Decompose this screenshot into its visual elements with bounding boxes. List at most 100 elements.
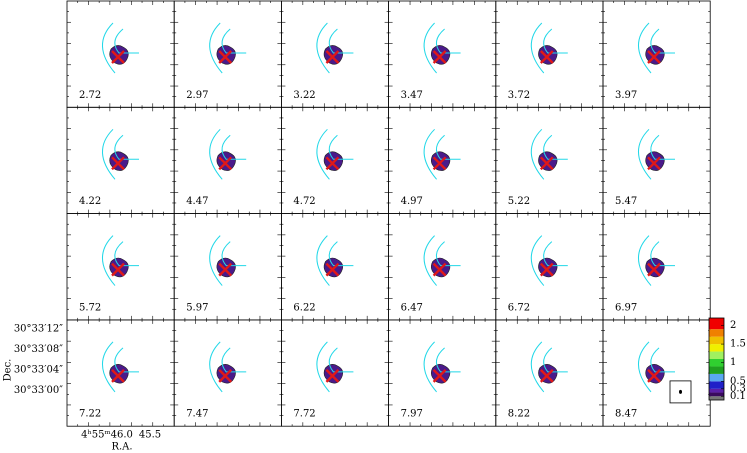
outflow-arc (114, 28, 139, 54)
beam-box (669, 380, 692, 404)
velocity-label: 5.72 (79, 302, 101, 313)
outflow-arc (435, 134, 461, 160)
outflow-arc (328, 241, 354, 267)
panel: 6.22 (280, 213, 389, 321)
panel: 5.47 (602, 106, 711, 215)
source-marker (111, 156, 125, 171)
outflow-arc (316, 22, 330, 74)
velocity-label: 5.97 (186, 302, 208, 313)
velocity-label: 7.97 (401, 409, 423, 420)
outflow-arc (638, 235, 652, 286)
velocity-label: 2.72 (79, 90, 101, 101)
panel: 7.72 (280, 319, 389, 427)
outflow-arc (328, 134, 354, 160)
outflow-arc (102, 341, 116, 393)
velocity-label: 2.97 (186, 90, 208, 101)
outflow-arc (530, 235, 545, 286)
panel: 4.47 (173, 106, 282, 215)
source-marker (539, 262, 554, 277)
panel: 4.22 (66, 106, 175, 215)
panel: 4.97 (388, 106, 497, 215)
velocity-label: 5.22 (508, 196, 530, 207)
outflow-arc (638, 22, 652, 74)
source-marker (432, 156, 447, 171)
outflow-arc (209, 341, 223, 393)
outflow-arc (530, 128, 545, 180)
colorbar-band (709, 388, 724, 393)
outflow-arc (114, 241, 139, 267)
source-marker (647, 50, 661, 64)
source-marker (218, 262, 233, 277)
outflow-arc (530, 341, 545, 393)
outflow-arc (209, 235, 223, 286)
velocity-label: 4.72 (293, 196, 315, 207)
source-marker (539, 156, 554, 171)
source-marker (325, 262, 340, 277)
colorbar-tick-label: 0.5 (730, 376, 746, 387)
y-tick-label: 30°33′12″ (14, 323, 63, 334)
outflow-arc (114, 134, 139, 160)
colorbar-tick-label: 2 (730, 320, 736, 331)
velocity-label: 4.47 (186, 196, 208, 207)
panel: 8.22 (495, 319, 604, 427)
panel: 7.97 (388, 319, 497, 427)
source-marker (111, 369, 125, 383)
outflow-arc (435, 347, 461, 373)
source-marker (325, 369, 340, 383)
panel: 3.72 (495, 0, 604, 108)
velocity-label: 3.72 (508, 90, 530, 101)
outflow-arc (638, 341, 652, 393)
colorbar-band (709, 381, 724, 389)
panel: 3.97 (602, 0, 711, 108)
outflow-arc (423, 128, 437, 180)
source-marker (647, 369, 661, 383)
panel: 8.47 (602, 319, 711, 427)
velocity-label: 5.47 (615, 196, 637, 207)
y-tick-label: 30°33′00″ (14, 385, 63, 396)
outflow-arc (543, 134, 568, 160)
panel: 6.72 (495, 213, 604, 321)
source-marker (432, 369, 447, 383)
outflow-arc (102, 128, 116, 180)
outflow-arc (543, 347, 568, 373)
colorbar-band (709, 336, 724, 345)
outflow-arc (543, 28, 568, 54)
colorbar-band (709, 318, 724, 330)
panel: 7.47 (173, 319, 282, 427)
outflow-arc (209, 128, 223, 180)
colorbar-tick-label: 1.5 (730, 339, 746, 350)
velocity-label: 7.22 (79, 409, 101, 420)
outflow-arc (435, 241, 461, 267)
source-marker (539, 50, 554, 64)
panel: 5.97 (173, 213, 282, 321)
source-marker (539, 369, 554, 383)
colorbar-band (709, 392, 724, 397)
panel: 2.72 (66, 0, 175, 108)
outflow-arc (221, 28, 247, 54)
outflow-arc (102, 22, 116, 74)
outflow-arc (650, 134, 675, 160)
velocity-label: 6.97 (615, 302, 637, 313)
velocity-label: 4.97 (401, 196, 423, 207)
source-marker (647, 156, 661, 171)
source-marker (432, 262, 447, 277)
panel: 3.47 (388, 0, 497, 108)
colorbar-tick-label: 0.3 (730, 383, 746, 394)
outflow-arc (423, 235, 437, 286)
outflow-arc (114, 347, 139, 373)
velocity-label: 4.22 (79, 196, 101, 207)
velocity-label: 3.47 (401, 90, 423, 101)
colorbar-band (709, 359, 724, 367)
velocity-label: 3.22 (293, 90, 315, 101)
colorbar-band (709, 351, 724, 359)
colorbar-band (709, 344, 724, 352)
outflow-arc (221, 241, 247, 267)
velocity-label: 7.47 (186, 409, 208, 420)
outflow-arc (650, 28, 675, 54)
y-tick-label: 30°33′04″ (14, 364, 63, 375)
outflow-arc (638, 128, 652, 180)
colorbar-band (709, 396, 724, 400)
colorbar-tick-label: 0.1 (730, 391, 746, 402)
colorbar-band (709, 329, 724, 337)
